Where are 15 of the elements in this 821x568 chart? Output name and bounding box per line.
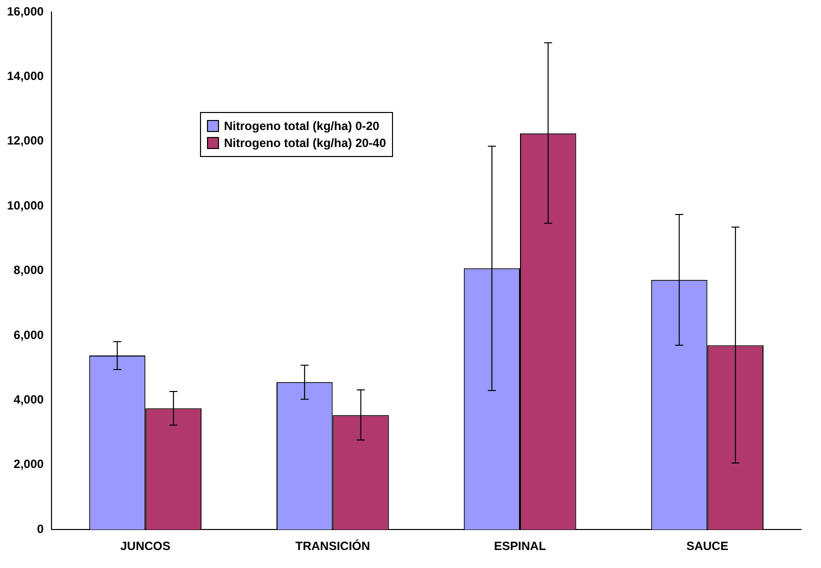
x-tick-label: JUNCOS <box>120 539 170 554</box>
y-tick-label: 6,000 <box>14 328 44 342</box>
y-tick-label: 2,000 <box>14 457 44 472</box>
y-tick-label: 12,000 <box>7 134 44 148</box>
y-tick-label: 0 <box>37 522 44 536</box>
y-tick-label: 4,000 <box>14 392 44 407</box>
y-tick-label: 16,000 <box>7 4 44 18</box>
y-tick-label: 8,000 <box>14 263 44 278</box>
y-tick-label: 10,000 <box>7 198 44 212</box>
x-tick-label: ESPINAL <box>494 539 546 554</box>
x-tick-label: SAUCE <box>686 539 728 554</box>
legend-label: Nitrogeno total (kg/ha) 20-40 <box>224 136 386 150</box>
y-tick-label: 14,000 <box>7 69 44 84</box>
x-tick-label: TRANSICIÓN <box>295 539 370 554</box>
legend-label: Nitrogeno total (kg/ha) 0-20 <box>224 119 380 133</box>
